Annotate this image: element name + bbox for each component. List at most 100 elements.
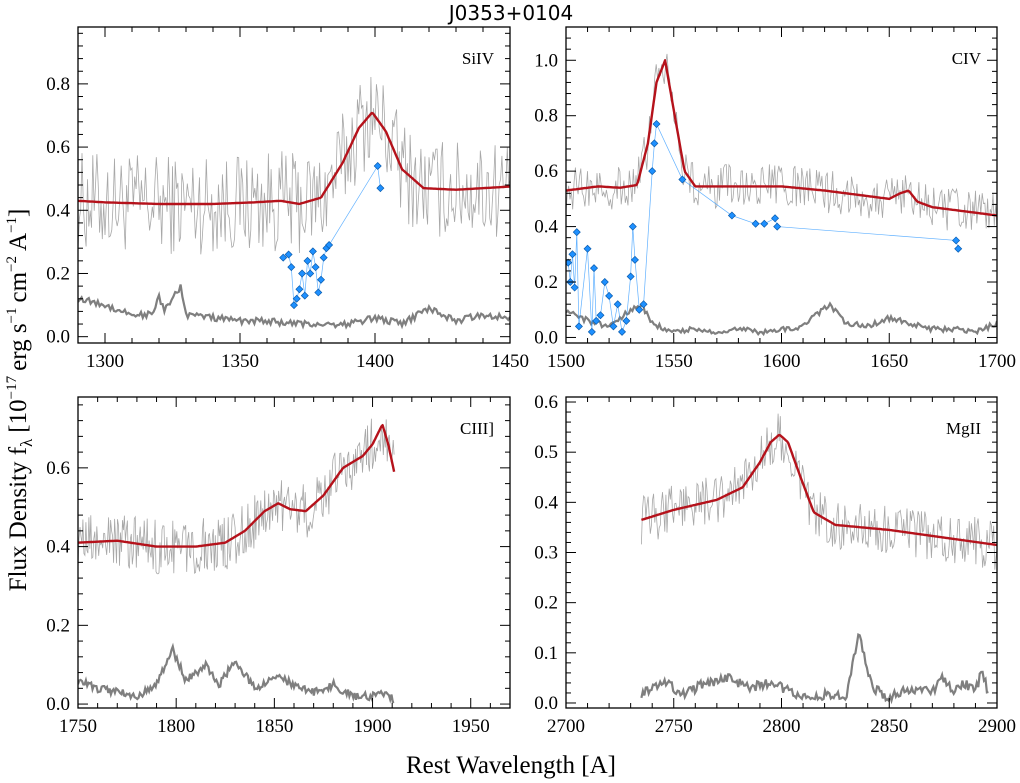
panel-label-siiv: SiIV xyxy=(462,49,495,68)
masked-point xyxy=(319,253,328,262)
panel-label-ciii: CIII] xyxy=(460,419,494,438)
observed-spectrum-siiv xyxy=(78,76,510,255)
panel-ciii: 1750 1800 1850 1900 1950 0.0 0.2 0.4 0.6 CIII] xyxy=(46,396,511,737)
y-tick-label: 1.0 xyxy=(534,50,558,71)
y-tick-label: 0.2 xyxy=(534,593,558,614)
masked-point xyxy=(574,322,583,331)
x-tick-label: 2700 xyxy=(547,716,585,737)
panel-civ: 1500 1550 1600 1650 1700 0.0 0.2 0.4 0.6 0.8 1.0 CI… xyxy=(534,26,1016,372)
masked-point xyxy=(596,311,605,320)
y-tick-label: 0.1 xyxy=(534,643,558,664)
panel-mgii: 2700 2750 2800 2850 2900 0.0 0.1 0.2 0.3 0.4 0.5 0.… xyxy=(534,392,1016,737)
x-tick-label: 1700 xyxy=(978,351,1016,372)
masked-point xyxy=(751,219,760,228)
model-fit-ciii xyxy=(78,424,396,548)
masked-point xyxy=(298,269,307,278)
y-tick-label: 0.0 xyxy=(534,693,558,714)
x-tick-label: 1500 xyxy=(547,351,585,372)
y-axis-title-A: A xyxy=(5,233,32,251)
y-tick-label: 0.6 xyxy=(534,392,558,413)
error-spectrum-ciii xyxy=(78,642,395,704)
model-fit-siiv xyxy=(78,111,510,206)
y-tick-label: 0.0 xyxy=(534,327,558,348)
y-axis-title: Flux Density fλ[10−17erg s−1cm−2A−1] xyxy=(4,209,36,592)
y-tick-label: 0.8 xyxy=(534,106,558,127)
x-tick-label: 1950 xyxy=(452,716,490,737)
masked-point xyxy=(306,269,315,278)
plot-frame xyxy=(77,396,511,709)
masked-point xyxy=(609,322,618,331)
observed-spectrum-mgii xyxy=(641,413,997,570)
masked-point xyxy=(592,316,601,325)
y-tick-label: 0.6 xyxy=(46,458,70,479)
masked-point xyxy=(639,300,648,309)
masked-point xyxy=(284,250,293,259)
masked-point xyxy=(300,291,309,300)
x-tick-label: 1650 xyxy=(870,351,908,372)
error-spectrum-siiv xyxy=(78,284,510,330)
x-tick-label: 2750 xyxy=(655,716,693,737)
y-axis-title-exp2: −1 xyxy=(4,307,20,323)
error-spectrum-mgii xyxy=(640,632,989,705)
y-tick-label: 0.4 xyxy=(534,217,558,238)
masked-point xyxy=(618,327,627,336)
y-tick-label: 0.0 xyxy=(46,327,70,348)
y-axis-title-exp4: −1 xyxy=(4,217,20,233)
y-tick-label: 0.2 xyxy=(46,263,70,284)
y-tick-label: 0.8 xyxy=(46,74,70,95)
y-tick-label: 0.4 xyxy=(46,537,70,558)
masked-point xyxy=(771,214,780,223)
masked-point xyxy=(600,278,609,287)
model-fit-civ xyxy=(566,59,997,217)
masked-point xyxy=(325,241,334,250)
panel-label-mgii: MgII xyxy=(946,419,981,438)
x-tick-label: 1450 xyxy=(491,351,529,372)
masked-point xyxy=(760,219,769,228)
x-tick-label: 2900 xyxy=(978,716,1016,737)
masked-point xyxy=(287,263,296,272)
masked-point xyxy=(622,316,631,325)
masked-point xyxy=(279,253,288,262)
masked-point xyxy=(590,264,599,273)
y-axis-title-main: Flux Density f xyxy=(5,446,32,591)
masked-point xyxy=(635,305,644,314)
y-axis-title-erg: erg s xyxy=(5,323,32,370)
y-tick-label: 0.3 xyxy=(534,543,558,564)
x-tick-label: 1600 xyxy=(763,351,801,372)
masked-point xyxy=(648,167,657,176)
x-axis-title: Rest Wavelength [A] xyxy=(406,752,616,779)
masked-point xyxy=(290,301,298,310)
masked-point xyxy=(605,291,614,300)
y-axis-title-exp1: −17 xyxy=(4,375,20,399)
x-tick-label: 1800 xyxy=(157,716,195,737)
x-tick-label: 1550 xyxy=(655,351,693,372)
masked-point xyxy=(587,327,596,336)
masked-point xyxy=(678,175,687,184)
masked-point xyxy=(570,283,579,292)
y-axis-title-close: ] xyxy=(5,209,32,217)
masked-point xyxy=(373,162,382,171)
masked-point xyxy=(652,120,661,129)
masked-point xyxy=(954,244,963,253)
y-tick-label: 0.4 xyxy=(46,200,70,221)
error-spectrum-civ xyxy=(566,301,997,337)
plot-frame xyxy=(565,396,998,709)
observed-spectrum-civ xyxy=(566,53,997,231)
masked-point xyxy=(568,250,577,259)
y-tick-label: 0.4 xyxy=(534,492,558,513)
masked-point xyxy=(303,256,312,265)
panel-label-civ: CIV xyxy=(952,49,982,68)
plot-frame xyxy=(77,26,511,344)
x-tick-label: 1350 xyxy=(221,351,259,372)
x-tick-label: 1400 xyxy=(356,351,394,372)
masked-point xyxy=(630,255,639,264)
masked-point xyxy=(650,139,659,148)
model-fit-mgii xyxy=(641,433,997,547)
masked-point xyxy=(295,285,304,294)
masked-point xyxy=(292,294,301,303)
masked-point xyxy=(773,222,782,231)
masked-point xyxy=(566,258,573,267)
masked-point xyxy=(583,244,592,253)
masked-point xyxy=(308,247,317,256)
